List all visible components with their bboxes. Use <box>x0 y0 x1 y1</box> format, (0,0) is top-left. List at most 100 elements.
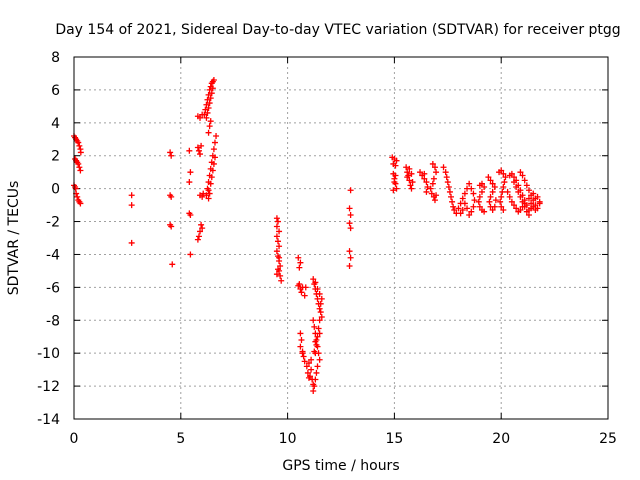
data-point <box>403 164 410 171</box>
data-point <box>128 202 135 209</box>
data-point <box>430 175 437 182</box>
data-point <box>461 200 468 207</box>
data-point <box>299 348 306 355</box>
data-point <box>517 169 524 176</box>
x-tick-label: 15 <box>385 431 403 447</box>
data-point <box>74 193 81 200</box>
data-point <box>440 164 447 171</box>
data-point <box>301 358 308 365</box>
data-point <box>393 157 400 164</box>
data-point <box>276 228 283 235</box>
data-point <box>187 211 194 218</box>
data-point <box>487 177 494 184</box>
data-point <box>504 188 511 195</box>
data-point <box>423 188 430 195</box>
data-point <box>273 248 280 255</box>
data-point <box>195 233 202 240</box>
data-point <box>406 165 413 172</box>
data-point <box>476 193 483 200</box>
data-point <box>492 197 499 204</box>
y-tick-label: 2 <box>51 149 60 165</box>
data-point <box>316 356 323 363</box>
data-point <box>457 210 464 217</box>
data-point <box>195 147 202 154</box>
data-point <box>448 193 455 200</box>
data-point <box>433 169 440 176</box>
data-point <box>433 192 440 199</box>
data-point <box>194 236 201 243</box>
data-point <box>274 218 281 225</box>
data-point <box>167 149 174 156</box>
y-tick-label: -14 <box>37 412 60 428</box>
data-point <box>390 187 397 194</box>
data-point <box>485 174 492 181</box>
data-point <box>347 187 354 194</box>
data-point <box>449 198 456 205</box>
data-point <box>311 323 318 330</box>
data-point <box>206 100 213 107</box>
data-point <box>213 132 220 139</box>
data-point <box>428 190 435 197</box>
data-point <box>312 338 319 345</box>
data-point <box>534 193 541 200</box>
data-point <box>481 208 488 215</box>
data-point <box>199 225 206 232</box>
data-point <box>511 179 518 186</box>
data-point <box>297 259 304 266</box>
data-point <box>186 179 193 186</box>
data-point <box>470 203 477 210</box>
data-point <box>273 233 280 240</box>
chart-title: Day 154 of 2021, Sidereal Day-to-day VTE… <box>55 22 620 38</box>
data-point <box>308 356 315 363</box>
x-tick-label: 10 <box>279 431 297 447</box>
data-point <box>459 195 466 202</box>
data-point <box>391 179 398 186</box>
data-point <box>310 317 317 324</box>
x-tick-label: 0 <box>70 431 79 447</box>
y-tick-label: 8 <box>51 50 60 66</box>
data-point <box>128 192 135 199</box>
data-point <box>301 292 308 299</box>
data-point <box>309 376 316 383</box>
data-point <box>300 353 307 360</box>
data-point <box>199 193 206 200</box>
data-point <box>489 188 496 195</box>
data-point <box>295 254 302 261</box>
y-tick-label: -6 <box>46 280 60 296</box>
data-point <box>128 239 135 246</box>
data-point <box>421 170 428 177</box>
data-point <box>478 188 485 195</box>
data-point <box>491 183 498 190</box>
y-tick-label: -8 <box>46 313 60 329</box>
data-point <box>404 174 411 181</box>
data-point <box>497 198 504 205</box>
data-point <box>207 95 214 102</box>
data-point <box>276 243 283 250</box>
data-point <box>311 348 318 355</box>
grid-layer <box>74 57 608 419</box>
data-point <box>521 203 528 210</box>
data-point <box>168 223 175 230</box>
data-point <box>519 172 526 179</box>
data-point <box>347 225 354 232</box>
data-point <box>446 188 453 195</box>
data-point <box>530 190 537 197</box>
data-point <box>208 174 215 181</box>
data-point <box>392 162 399 169</box>
data-point <box>310 388 317 395</box>
data-point <box>521 177 528 184</box>
y-tick-label: -12 <box>37 379 60 395</box>
data-point <box>186 147 193 154</box>
data-point <box>305 360 312 367</box>
data-point <box>277 262 284 269</box>
data-point <box>475 198 482 205</box>
data-point <box>274 238 281 245</box>
data-point <box>310 381 317 388</box>
data-point <box>313 369 320 376</box>
data-point <box>392 172 399 179</box>
data-point <box>536 198 543 205</box>
data-point <box>206 86 213 93</box>
data-point <box>478 180 485 187</box>
